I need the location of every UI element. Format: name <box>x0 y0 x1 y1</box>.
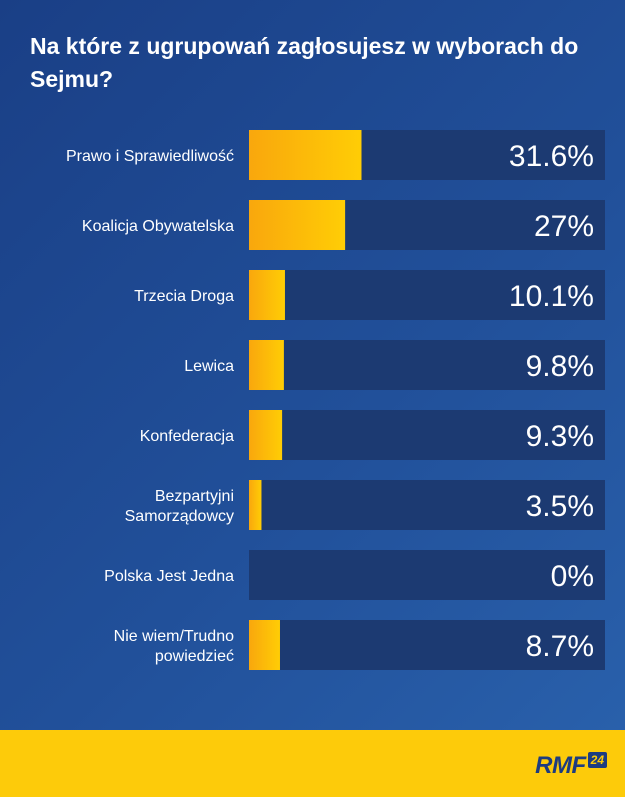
bar-row: Lewica 9.8% <box>184 340 605 390</box>
category-label: Bezpartyjni Samorządowcy <box>125 488 234 525</box>
value-label: 9.3% <box>526 420 594 453</box>
bar-row: Polska Jest Jedna 0% <box>104 550 605 600</box>
bar-track <box>249 480 605 530</box>
bar-row: Trzecia Droga 10.1% <box>134 270 605 320</box>
logo-24-badge: 24 <box>587 752 607 768</box>
value-label: 27% <box>534 210 594 243</box>
bar-row: Prawo i Sprawiedliwość 31.6% <box>66 130 605 180</box>
bar-row: Koalicja Obywatelska 27% <box>82 200 605 250</box>
bar-track <box>249 550 605 600</box>
value-label: 31.6% <box>509 140 594 173</box>
value-label: 10.1% <box>509 280 594 313</box>
value-label: 8.7% <box>526 630 594 663</box>
category-label: Konfederacja <box>140 428 234 445</box>
category-label: Koalicja Obywatelska <box>82 218 234 235</box>
bar-track <box>249 410 605 460</box>
logo-rmf-text: RMF <box>535 752 586 779</box>
bar-row: Nie wiem/Trudno powiedzieć 8.7% <box>114 620 605 670</box>
bar <box>249 130 362 180</box>
bar <box>249 340 284 390</box>
value-label: 3.5% <box>526 490 594 523</box>
chart-title: Na które z ugrupowań zagłosujesz w wybor… <box>30 33 579 92</box>
bar-row: Bezpartyjni Samorządowcy 3.5% <box>125 480 605 530</box>
value-label: 9.8% <box>526 350 594 383</box>
bar-track <box>249 620 605 670</box>
value-label: 0% <box>551 560 594 593</box>
category-label: Lewica <box>184 358 234 375</box>
category-label: Prawo i Sprawiedliwość <box>66 148 234 165</box>
bar <box>249 480 262 530</box>
bar-track <box>249 270 605 320</box>
bar <box>249 620 280 670</box>
category-label: Polska Jest Jedna <box>104 568 234 585</box>
rmf24-logo[interactable]: RMF 24 <box>535 752 607 780</box>
footer-band: RMF 24 <box>0 730 625 797</box>
bar <box>249 270 285 320</box>
category-label: Nie wiem/Trudno powiedzieć <box>114 628 234 665</box>
bar-track <box>249 340 605 390</box>
bar <box>249 200 346 250</box>
bar-row: Konfederacja 9.3% <box>140 410 605 460</box>
category-label: Trzecia Droga <box>134 288 234 305</box>
bar <box>249 410 283 460</box>
bar-chart: Prawo i Sprawiedliwość 31.6% Koalicja Obyw… <box>66 130 605 670</box>
